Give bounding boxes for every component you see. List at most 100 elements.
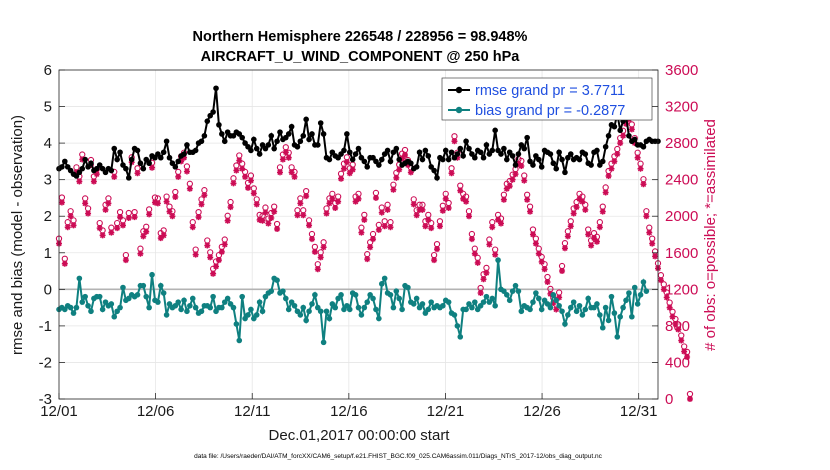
rmse-point — [396, 156, 403, 163]
rmse-point — [501, 145, 507, 152]
bias-point — [381, 275, 388, 282]
obs-assimilated-star — [271, 208, 278, 215]
obs-possible-circle — [657, 272, 665, 279]
obs-count-marker — [640, 176, 647, 188]
bias-point — [378, 281, 385, 287]
bias-point — [376, 315, 382, 322]
bias-point — [352, 292, 359, 298]
obs-assimilated-star — [492, 251, 499, 258]
y-tick-label-left: -1 — [39, 318, 52, 335]
rmse-point — [125, 175, 132, 181]
obs-assimilated-star — [213, 263, 220, 270]
bias-point — [67, 304, 74, 311]
obs-assimilated-star — [486, 241, 493, 248]
rmse-point — [239, 134, 245, 141]
obs-count-marker — [558, 262, 566, 275]
obs-count-marker — [474, 254, 481, 266]
obs-assimilated-star — [675, 326, 682, 333]
obs-assimilated-star — [500, 196, 507, 203]
rmse-point — [466, 145, 472, 152]
bias-point — [306, 308, 312, 315]
obs-assimilated-star — [265, 220, 272, 227]
bias-point — [396, 295, 403, 302]
bias-point — [428, 299, 434, 305]
obs-assimilated-star — [279, 156, 286, 163]
obs-assimilated-star — [471, 250, 478, 257]
bias-point — [495, 257, 501, 263]
bias-point — [623, 297, 629, 304]
obs-assimilated-star — [361, 216, 368, 223]
y-axis-right-label: # of obs: o=possible; *=assimilated — [702, 119, 719, 351]
obs-count-marker — [477, 284, 484, 296]
rmse-point — [480, 154, 487, 161]
obs-assimilated-star — [489, 224, 496, 231]
obs-count-marker — [337, 170, 345, 182]
obs-assimilated-star — [259, 217, 266, 224]
obs-count-marker — [84, 205, 92, 217]
bias-point — [149, 271, 155, 278]
obs-assimilated-star — [602, 189, 609, 196]
bias-point — [233, 321, 240, 327]
obs-count-marker — [538, 253, 545, 265]
rmse-point — [393, 145, 400, 152]
obs-count-marker — [614, 145, 621, 158]
obs-assimilated-star — [119, 222, 126, 229]
bias-point — [472, 299, 478, 305]
obs-assimilated-star — [512, 171, 519, 178]
obs-assimilated-star — [460, 195, 467, 202]
obs-count-marker — [585, 226, 592, 238]
obs-assimilated-star — [585, 231, 592, 238]
obs-count-marker — [410, 196, 417, 208]
obs-count-marker — [675, 321, 682, 333]
obs-count-marker — [567, 218, 574, 230]
y-tick-label-right: 3200 — [665, 99, 698, 116]
obs-possible-circle — [686, 390, 694, 398]
obs-count-marker — [273, 220, 281, 233]
bias-point — [565, 312, 571, 318]
obs-count-marker — [160, 227, 167, 239]
rmse-point — [361, 158, 368, 165]
obs-assimilated-star — [378, 209, 385, 216]
obs-count-marker — [637, 160, 644, 172]
rmse-point — [384, 147, 391, 154]
rmse-point — [631, 136, 638, 143]
obs-assimilated-star — [532, 240, 539, 247]
obs-count-marker — [489, 219, 496, 231]
bias-point — [533, 290, 539, 296]
obs-count-marker — [221, 236, 228, 248]
bias-point — [253, 312, 260, 318]
bias-point — [297, 312, 304, 318]
obs-count-marker — [323, 205, 330, 217]
bias-point — [76, 275, 83, 282]
bias-point — [576, 302, 583, 309]
obs-count-marker — [375, 221, 383, 233]
obs-assimilated-star — [221, 241, 228, 248]
obs-assimilated-star — [320, 244, 327, 251]
rmse-point — [134, 147, 141, 154]
rmse-series-layer — [56, 85, 661, 182]
obs-assimilated-star — [529, 231, 536, 238]
bias-point — [245, 312, 251, 318]
y-tick-label-left: 3 — [44, 172, 52, 189]
bias-point — [108, 301, 115, 307]
bias-point — [361, 304, 368, 311]
rmse-point — [567, 151, 574, 157]
y-tick-label-left: -3 — [39, 391, 52, 408]
obs-count-marker — [64, 219, 71, 231]
obs-count-marker — [663, 289, 670, 301]
obs-assimilated-star — [175, 173, 182, 180]
bias-point — [187, 302, 193, 309]
obs-count-marker — [189, 219, 196, 231]
bias-point — [111, 313, 118, 320]
obs-assimilated-star — [425, 216, 432, 223]
obs-assimilated-star — [346, 170, 353, 177]
rmse-point — [111, 145, 118, 152]
obs-assimilated-star — [686, 396, 693, 402]
obs-count-marker — [224, 212, 231, 224]
bias-point — [594, 301, 600, 307]
rmse-point — [431, 167, 437, 174]
rmse-point — [512, 162, 519, 168]
obs-assimilated-star — [93, 171, 100, 178]
rmse-point — [62, 158, 68, 165]
bias-point — [393, 288, 400, 294]
